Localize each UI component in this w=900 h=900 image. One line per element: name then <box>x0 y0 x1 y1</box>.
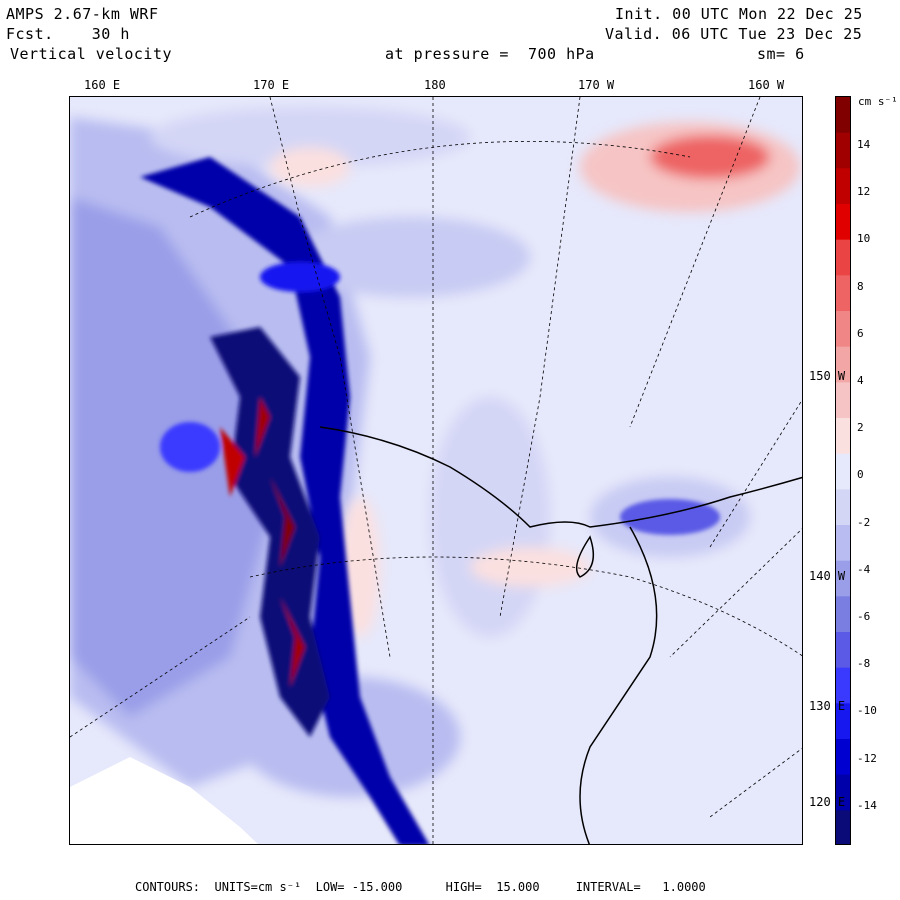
lon-label-140w: 140 W <box>809 569 846 583</box>
map-canvas <box>70 97 802 844</box>
colorbar-swatch <box>836 774 850 811</box>
colorbar <box>835 96 851 845</box>
init-time: Init. 00 UTC Mon 22 Dec 25 <box>615 5 863 23</box>
colorbar-tick-label: -14 <box>857 798 877 812</box>
colorbar-swatch <box>836 453 850 490</box>
lon-label-160w: 160 W <box>748 78 785 92</box>
smoothing: sm= 6 <box>757 45 805 63</box>
colorbar-swatches <box>836 97 850 844</box>
vertical-velocity-map <box>69 96 803 845</box>
colorbar-swatch <box>836 275 850 312</box>
colorbar-swatch <box>836 525 850 562</box>
ice-shelf-front <box>579 526 658 844</box>
colorbar-tick-label: 12 <box>857 185 871 199</box>
forecast-hour: Fcst. 30 h <box>6 25 130 43</box>
colorbar-tick-label: 10 <box>857 232 871 246</box>
colorbar-swatch <box>836 132 850 169</box>
colorbar-tick-label: 4 <box>857 374 864 387</box>
colorbar-swatch <box>836 667 850 704</box>
contour-info: CONTOURS: UNITS=cm s⁻¹ LOW= -15.000 HIGH… <box>135 880 706 894</box>
colorbar-tick-label: -4 <box>857 562 871 576</box>
colorbar-swatch <box>836 810 850 844</box>
no-data-region <box>70 757 258 844</box>
valid-time: Valid. 06 UTC Tue 23 Dec 25 <box>605 25 863 43</box>
lon-label-180: 180 <box>424 78 446 92</box>
weak-ascent-patches <box>270 122 800 637</box>
colorbar-tick-label: -12 <box>857 751 877 765</box>
lon-label-170e: 170 E <box>253 78 290 92</box>
colorbar-swatch <box>836 632 850 669</box>
colorbar-swatch <box>836 239 850 276</box>
colorbar-tick-label: 14 <box>857 138 871 151</box>
colorbar-swatch <box>836 489 850 526</box>
colorbar-tick-label: 0 <box>857 468 864 482</box>
graticule <box>70 97 802 844</box>
lon-label-120e: 120 E <box>809 795 846 809</box>
colorbar-swatch <box>836 168 850 205</box>
strong-velocity-band <box>140 157 720 844</box>
colorbar-swatch <box>836 311 850 348</box>
colorbar-swatch <box>836 346 850 383</box>
island-outline <box>575 535 595 578</box>
colorbar-tick-label: 6 <box>857 326 864 340</box>
colorbar-swatch <box>836 382 850 419</box>
lon-label-150w: 150 W <box>809 369 846 383</box>
colorbar-tick-label: -10 <box>857 704 877 718</box>
colorbar-tick-label: 2 <box>857 421 864 435</box>
colorbar-swatch <box>836 204 850 241</box>
colorbar-swatch <box>836 739 850 776</box>
lon-label-130e: 130 E <box>809 699 846 713</box>
lon-label-160e: 160 E <box>84 78 121 92</box>
colorbar-swatch <box>836 418 850 455</box>
coastline <box>319 426 802 528</box>
colorbar-swatch <box>836 596 850 633</box>
colorbar-tick-label: -6 <box>857 610 871 623</box>
colorbar-swatch <box>836 703 850 740</box>
lon-label-170w: 170 W <box>578 78 615 92</box>
colorbar-tick-label: 8 <box>857 279 864 293</box>
colorbar-swatch <box>836 97 850 134</box>
colorbar-swatch <box>836 560 850 597</box>
colorbar-tick-label: -2 <box>857 515 871 529</box>
model-title: AMPS 2.67-km WRF <box>6 5 159 23</box>
pressure-level: at pressure = 700 hPa <box>385 45 595 63</box>
colorbar-units: cm s⁻¹ <box>858 95 898 108</box>
colorbar-tick-label: -8 <box>857 657 871 671</box>
field-name: Vertical velocity <box>10 45 173 63</box>
